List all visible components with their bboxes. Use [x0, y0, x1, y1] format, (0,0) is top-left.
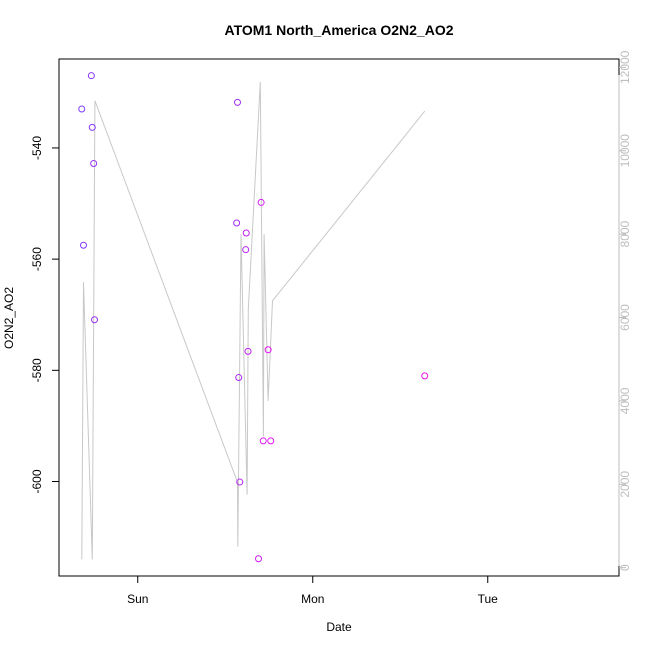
- scatter-points: [78, 72, 429, 563]
- y2-tick-label: 4000: [618, 387, 632, 414]
- right-axis: 0 2000 4000 6000 8000 10000 12000: [618, 50, 632, 571]
- data-point: [234, 98, 241, 106]
- y2-tick-label: 2000: [618, 471, 632, 498]
- data-point: [233, 219, 241, 227]
- data-point: [242, 246, 250, 254]
- x-axis-label: Date: [326, 620, 352, 634]
- data-point: [78, 105, 86, 113]
- data-point: [235, 374, 243, 382]
- bottom-axis: Sun Mon Tue: [127, 575, 499, 606]
- chart-title: ATOM1 North_America O2N2_AO2: [225, 22, 454, 38]
- data-point: [264, 346, 272, 354]
- line-series: [81, 81, 426, 560]
- data-point: [244, 347, 252, 355]
- data-point: [242, 229, 250, 237]
- data-point: [257, 198, 265, 206]
- data-point: [421, 372, 429, 380]
- plot-frame: [58, 58, 620, 577]
- x-tick-label: Tue: [478, 592, 499, 606]
- y2-tick-label: 0: [618, 564, 632, 571]
- x-tick-label: Mon: [301, 592, 324, 606]
- y2-tick-label: 10000: [618, 134, 632, 168]
- y2-tick-label: 8000: [618, 220, 632, 247]
- x-tick-label: Sun: [127, 592, 148, 606]
- data-point: [255, 555, 262, 563]
- data-point: [91, 316, 99, 324]
- data-point: [267, 437, 275, 445]
- y-tick-label: -560: [30, 247, 44, 271]
- y2-tick-label: 6000: [618, 304, 632, 331]
- y-tick-label: -540: [30, 136, 44, 160]
- y2-tick-label: 12000: [618, 50, 632, 84]
- data-point: [80, 241, 87, 249]
- y-tick-label: -580: [30, 358, 44, 382]
- y-axis-label: O2N2_AO2: [2, 287, 16, 349]
- data-point: [88, 123, 96, 131]
- data-point: [259, 437, 267, 445]
- data-point: [90, 160, 98, 168]
- y-tick-label: -600: [30, 469, 44, 493]
- left-axis: -540 -560 -580 -600: [30, 136, 59, 494]
- data-point: [87, 72, 95, 80]
- data-point: [236, 478, 244, 486]
